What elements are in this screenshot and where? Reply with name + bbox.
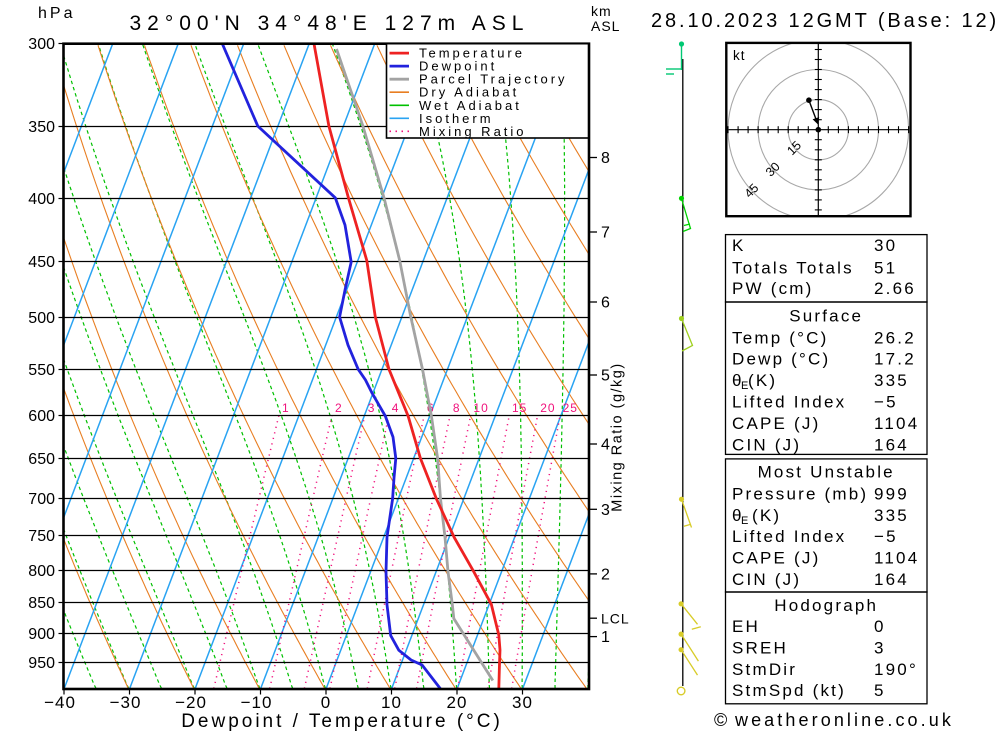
svg-text:(K): (K) bbox=[752, 506, 781, 525]
svg-text:335: 335 bbox=[874, 371, 909, 390]
svg-text:K: K bbox=[732, 236, 746, 255]
svg-text:2.66: 2.66 bbox=[874, 279, 916, 298]
svg-text:km: km bbox=[591, 3, 612, 19]
svg-text:8: 8 bbox=[453, 401, 461, 415]
svg-text:51: 51 bbox=[874, 258, 897, 277]
svg-text:Hodograph: Hodograph bbox=[774, 596, 878, 615]
svg-text:Wet Adiabat: Wet Adiabat bbox=[419, 98, 522, 113]
svg-text:CAPE (J): CAPE (J) bbox=[732, 549, 820, 568]
svg-text:700: 700 bbox=[28, 491, 55, 508]
svg-text:550: 550 bbox=[28, 362, 55, 379]
svg-text:5: 5 bbox=[601, 368, 610, 385]
svg-text:4: 4 bbox=[392, 401, 400, 415]
svg-text:3: 3 bbox=[874, 638, 886, 657]
svg-text:(K): (K) bbox=[748, 371, 777, 390]
svg-text:190°: 190° bbox=[874, 660, 918, 679]
svg-text:2: 2 bbox=[335, 401, 343, 415]
svg-text:950: 950 bbox=[28, 655, 55, 672]
svg-text:hPa: hPa bbox=[38, 5, 75, 22]
svg-text:26.2: 26.2 bbox=[874, 328, 916, 347]
svg-text:750: 750 bbox=[28, 528, 55, 545]
svg-text:20: 20 bbox=[447, 693, 468, 712]
svg-text:kt: kt bbox=[733, 48, 746, 63]
svg-text:Isotherm: Isotherm bbox=[419, 111, 494, 126]
svg-text:Mixing Ratio (g/kg): Mixing Ratio (g/kg) bbox=[610, 362, 626, 511]
svg-text:Temperature: Temperature bbox=[419, 46, 525, 61]
svg-text:3: 3 bbox=[368, 401, 376, 415]
svg-text:6: 6 bbox=[601, 295, 610, 312]
svg-text:θ: θ bbox=[732, 506, 744, 525]
svg-text:999: 999 bbox=[874, 484, 909, 503]
svg-text:1104: 1104 bbox=[874, 414, 919, 433]
svg-text:−5: −5 bbox=[874, 393, 898, 412]
svg-text:Surface: Surface bbox=[789, 307, 863, 326]
svg-text:SREH: SREH bbox=[732, 638, 788, 657]
svg-text:Dewpoint / Temperature (°C): Dewpoint / Temperature (°C) bbox=[181, 711, 503, 732]
svg-text:7: 7 bbox=[601, 225, 610, 242]
svg-text:164: 164 bbox=[874, 435, 909, 454]
svg-text:2: 2 bbox=[601, 566, 610, 583]
svg-text:θ: θ bbox=[732, 371, 744, 390]
svg-text:4: 4 bbox=[601, 437, 610, 454]
svg-text:800: 800 bbox=[28, 563, 55, 580]
svg-text:E: E bbox=[741, 515, 748, 527]
svg-text:−30: −30 bbox=[110, 693, 142, 712]
svg-text:10: 10 bbox=[381, 693, 402, 712]
svg-text:20: 20 bbox=[540, 401, 555, 415]
svg-text:8: 8 bbox=[601, 150, 610, 167]
svg-text:Mixing Ratio: Mixing Ratio bbox=[419, 124, 527, 139]
svg-text:0: 0 bbox=[321, 693, 331, 712]
svg-text:900: 900 bbox=[28, 626, 55, 643]
svg-text:PW (cm): PW (cm) bbox=[732, 279, 814, 298]
svg-text:© weatheronline.co.uk: © weatheronline.co.uk bbox=[714, 710, 954, 730]
svg-text:1: 1 bbox=[282, 401, 290, 415]
svg-text:450: 450 bbox=[28, 254, 55, 271]
svg-text:Lifted Index: Lifted Index bbox=[732, 393, 846, 412]
svg-text:Dewpoint: Dewpoint bbox=[419, 59, 497, 74]
svg-text:30: 30 bbox=[512, 693, 533, 712]
svg-text:28.10.2023 12GMT (Base: 12): 28.10.2023 12GMT (Base: 12) bbox=[651, 10, 999, 32]
svg-text:650: 650 bbox=[28, 451, 55, 468]
svg-text:1: 1 bbox=[601, 629, 610, 646]
svg-text:335: 335 bbox=[874, 506, 909, 525]
svg-text:400: 400 bbox=[28, 191, 55, 208]
svg-text:Temp (°C): Temp (°C) bbox=[732, 328, 829, 347]
svg-text:15: 15 bbox=[512, 401, 527, 415]
svg-text:Most Unstable: Most Unstable bbox=[758, 462, 895, 481]
svg-text:600: 600 bbox=[28, 408, 55, 425]
svg-text:CAPE (J): CAPE (J) bbox=[732, 414, 820, 433]
svg-text:17.2: 17.2 bbox=[874, 350, 916, 369]
svg-text:StmDir: StmDir bbox=[732, 660, 797, 679]
svg-text:−10: −10 bbox=[241, 693, 273, 712]
svg-text:CIN (J): CIN (J) bbox=[732, 570, 801, 589]
svg-text:Dewp (°C): Dewp (°C) bbox=[732, 350, 830, 369]
svg-text:10: 10 bbox=[473, 401, 488, 415]
svg-text:850: 850 bbox=[28, 595, 55, 612]
svg-text:164: 164 bbox=[874, 570, 909, 589]
svg-text:−40: −40 bbox=[44, 693, 76, 712]
svg-text:30: 30 bbox=[874, 236, 897, 255]
svg-text:0: 0 bbox=[874, 617, 886, 636]
svg-text:−20: −20 bbox=[175, 693, 207, 712]
svg-text:EH: EH bbox=[732, 617, 760, 636]
svg-text:CIN (J): CIN (J) bbox=[732, 435, 801, 454]
svg-text:E: E bbox=[741, 380, 748, 392]
svg-text:StmSpd (kt): StmSpd (kt) bbox=[732, 681, 846, 700]
svg-text:300: 300 bbox=[28, 36, 55, 53]
svg-text:−5: −5 bbox=[874, 527, 898, 546]
svg-text:5: 5 bbox=[874, 681, 886, 700]
svg-text:Pressure (mb): Pressure (mb) bbox=[732, 484, 868, 503]
svg-text:32°00'N 34°48'E 127m ASL: 32°00'N 34°48'E 127m ASL bbox=[130, 12, 530, 35]
svg-text:1104: 1104 bbox=[874, 549, 919, 568]
svg-text:350: 350 bbox=[28, 119, 55, 136]
svg-text:Dry Adiabat: Dry Adiabat bbox=[419, 85, 519, 100]
svg-text:25: 25 bbox=[563, 401, 578, 415]
svg-text:ASL: ASL bbox=[591, 18, 620, 34]
svg-text:Parcel Trajectory: Parcel Trajectory bbox=[419, 72, 568, 87]
svg-text:Lifted Index: Lifted Index bbox=[732, 527, 846, 546]
svg-text:3: 3 bbox=[601, 502, 610, 519]
svg-text:500: 500 bbox=[28, 310, 55, 327]
svg-text:LCL: LCL bbox=[601, 611, 630, 627]
svg-text:Totals Totals: Totals Totals bbox=[732, 258, 854, 277]
